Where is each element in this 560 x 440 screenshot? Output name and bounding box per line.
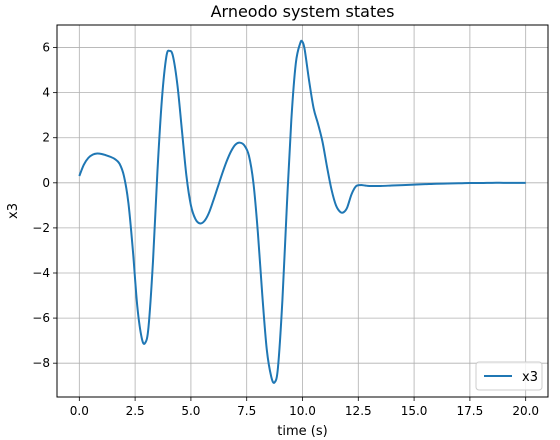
x-tick-label: 10.0 [289,404,316,418]
y-tick-label: −2 [32,221,50,235]
y-axis-ticks: −8 −6 −4 −2 0 2 4 6 [32,41,57,370]
x-tick-label: 5.0 [181,404,200,418]
legend-label-x3: x3 [522,370,538,385]
y-tick-label: 0 [42,176,50,190]
y-tick-label: −4 [32,266,50,280]
series-line-x3 [78,39,526,384]
x-tick-label: 7.5 [237,404,256,418]
y-tick-label: −8 [32,356,50,370]
legend: x3 [475,361,543,391]
x-axis-ticks: 0.0 2.5 5.0 7.5 10.0 12.5 15.0 17.5 20.0 [70,397,539,418]
y-axis-label: x3 [6,203,21,219]
x-tick-label: 12.5 [345,404,372,418]
y-tick-label: −6 [32,311,50,325]
x-tick-label: 17.5 [457,404,484,418]
x-tick-label: 0.0 [70,404,89,418]
series-layer [78,39,526,384]
y-tick-label: 6 [42,41,50,55]
x-axis-label: time (s) [277,424,327,439]
y-tick-label: 2 [42,131,50,145]
grid-lines [57,25,548,397]
chart-title: Arneodo system states [211,2,395,21]
x-tick-label: 2.5 [126,404,145,418]
x-tick-label: 15.0 [401,404,428,418]
x-tick-label: 20.0 [512,404,539,418]
y-tick-label: 4 [42,86,50,100]
